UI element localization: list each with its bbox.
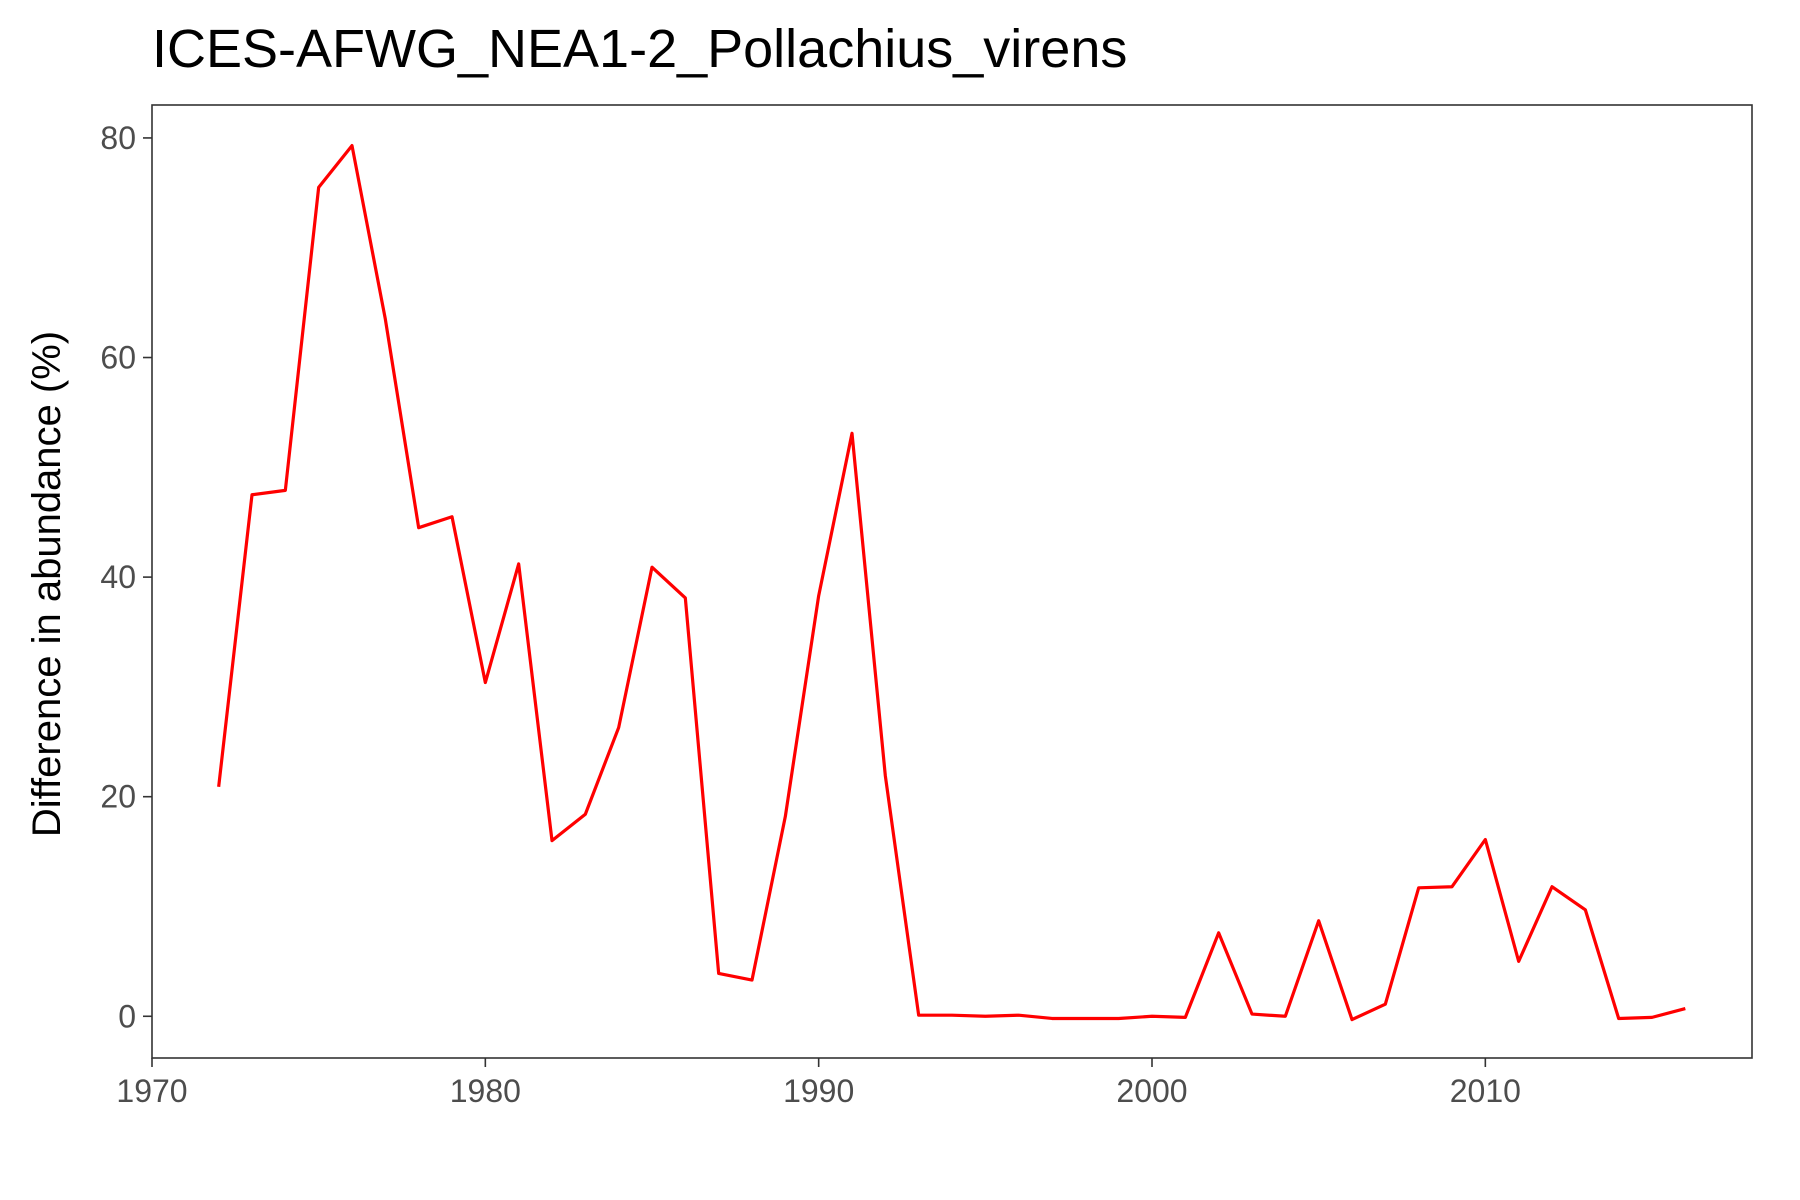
y-tick-label: 60 — [100, 340, 136, 376]
series-line — [217, 144, 1686, 1022]
x-tick-label: 1990 — [783, 1073, 854, 1109]
x-axis: 1970 1980 1990 2000 2010 — [116, 1058, 1521, 1109]
y-axis-title: Difference in abundance (%) — [25, 331, 69, 837]
x-tick-label: 2000 — [1116, 1073, 1187, 1109]
x-tick-label: 1970 — [116, 1073, 187, 1109]
y-axis-title-group: Difference in abundance (%) — [25, 331, 69, 837]
y-axis: 0 20 40 60 80 — [100, 120, 152, 1034]
plot-panel — [151, 104, 1753, 1059]
x-tick-label: 1980 — [450, 1073, 521, 1109]
chart-title: ICES-AFWG_NEA1-2_Pollachius_virens — [152, 19, 1127, 79]
y-tick-label: 20 — [100, 779, 136, 815]
plot-series — [217, 144, 1686, 1022]
y-tick-label: 80 — [100, 120, 136, 156]
y-tick-label: 40 — [100, 559, 136, 595]
y-tick-label: 0 — [118, 998, 136, 1034]
x-tick-label: 2010 — [1450, 1073, 1521, 1109]
